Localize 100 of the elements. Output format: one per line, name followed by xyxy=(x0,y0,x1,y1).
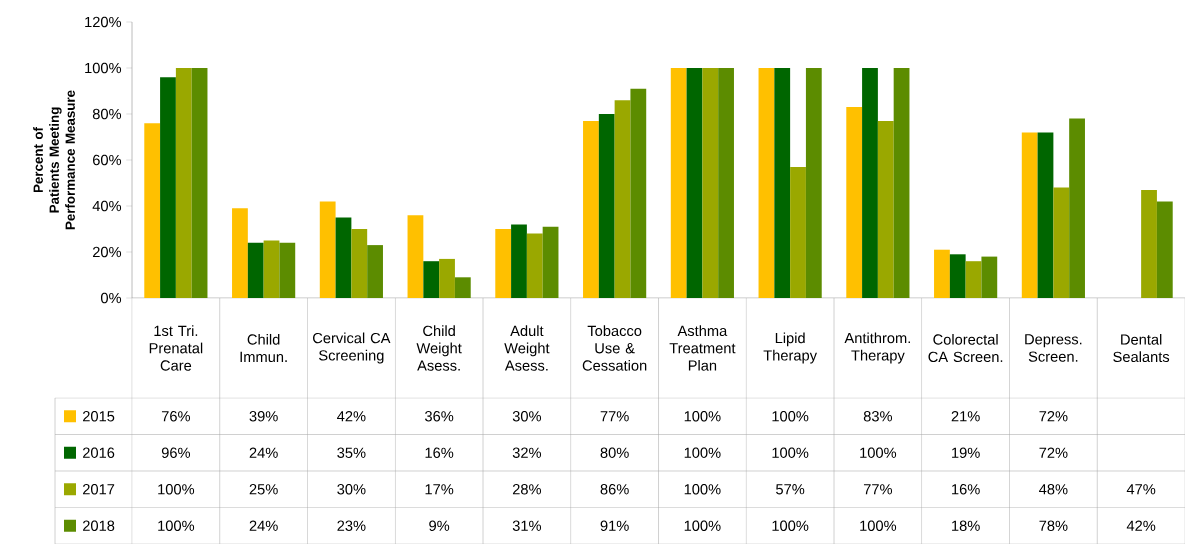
bar xyxy=(279,242,296,298)
data-label: 16% xyxy=(952,484,980,495)
bar xyxy=(686,68,703,298)
data-label: 100% xyxy=(772,411,809,422)
data-label: 100% xyxy=(772,447,809,458)
x-tick-label: 1st Tri. Prenatal Care xyxy=(149,325,203,371)
legend-label: 2016 xyxy=(83,447,115,458)
bar xyxy=(598,114,615,298)
data-label: 30% xyxy=(512,411,542,422)
bar xyxy=(542,226,559,298)
bar xyxy=(614,100,631,298)
data-label: 35% xyxy=(337,447,366,458)
data-label: 23% xyxy=(337,520,366,531)
data-label: 91% xyxy=(600,520,629,531)
bar xyxy=(423,261,440,298)
bar xyxy=(1053,187,1070,298)
data-label: 18% xyxy=(952,520,980,531)
data-label: 24% xyxy=(249,520,278,531)
data-label: 100% xyxy=(684,411,721,422)
y-tick-label: 0% xyxy=(100,292,122,304)
bar xyxy=(1141,189,1157,298)
data-label: 48% xyxy=(1039,484,1068,495)
bar xyxy=(702,68,719,298)
bar xyxy=(805,68,822,298)
bar xyxy=(774,68,791,298)
data-label: 86% xyxy=(600,484,629,495)
bar xyxy=(758,68,775,298)
data-label: 100% xyxy=(684,447,721,458)
x-tick-label: Cervical CA Screening xyxy=(313,332,391,364)
x-tick-label: Dental Sealants xyxy=(1113,333,1170,363)
data-label: 47% xyxy=(1126,484,1156,495)
data-label: 19% xyxy=(952,447,980,458)
bar xyxy=(934,249,950,298)
x-tick-label: Antithrom. Therapy xyxy=(844,332,910,364)
data-label: 100% xyxy=(158,520,195,531)
bar xyxy=(846,107,863,298)
bar xyxy=(1069,118,1085,298)
bar xyxy=(790,166,806,298)
bar xyxy=(1156,201,1173,298)
x-tick-label: Adult Weight Asess. xyxy=(504,325,550,371)
bar xyxy=(367,245,383,298)
data-label: 24% xyxy=(249,447,278,458)
data-label: 17% xyxy=(425,484,454,495)
data-label: 16% xyxy=(425,447,454,458)
x-tick-label: Child Weight Asess. xyxy=(416,325,462,371)
bar xyxy=(949,254,966,298)
bar xyxy=(335,217,352,298)
data-label: 78% xyxy=(1039,520,1068,531)
legend-label: 2015 xyxy=(83,411,115,422)
bar xyxy=(351,229,368,298)
x-tick-label: Child Immun. xyxy=(240,333,287,363)
data-label: 31% xyxy=(512,520,542,531)
y-tick-label: 80% xyxy=(92,108,122,120)
data-label: 42% xyxy=(337,411,366,422)
y-axis-title: Percent of Patients Meeting Performance Measure xyxy=(33,90,75,230)
bar xyxy=(319,201,336,298)
data-label: 100% xyxy=(860,447,897,458)
legend-label: 2017 xyxy=(83,484,115,495)
data-label: 72% xyxy=(1039,411,1068,422)
bar xyxy=(454,277,471,298)
data-label: 77% xyxy=(600,411,629,422)
bar xyxy=(191,68,208,298)
bar xyxy=(526,233,543,298)
legend-label: 2018 xyxy=(83,520,115,531)
data-label: 100% xyxy=(684,484,721,495)
bar xyxy=(630,88,647,298)
bar xyxy=(511,224,527,298)
data-label: 72% xyxy=(1039,447,1068,458)
data-label: 57% xyxy=(776,484,805,495)
x-tick-label: Depress. Screen. xyxy=(1025,334,1082,362)
bar xyxy=(893,68,910,298)
bar xyxy=(407,215,424,298)
y-tick-label: 20% xyxy=(92,246,122,258)
bar xyxy=(877,120,894,298)
data-label: 21% xyxy=(951,411,980,422)
x-tick-label: Tobacco Use & Cessation xyxy=(582,325,647,371)
bar xyxy=(232,208,248,298)
data-label: 32% xyxy=(512,447,542,458)
bar xyxy=(247,242,264,298)
data-label: 83% xyxy=(863,411,893,422)
y-tick-label: 60% xyxy=(93,154,122,166)
bar xyxy=(439,258,455,298)
data-label: 9% xyxy=(429,520,450,531)
data-label: 96% xyxy=(161,447,191,458)
data-label: 100% xyxy=(684,520,721,531)
bar xyxy=(965,261,982,298)
bar xyxy=(583,120,599,298)
data-label: 100% xyxy=(860,520,897,531)
y-tick-label: 100% xyxy=(85,62,122,74)
y-tick-label: 120% xyxy=(85,16,122,28)
data-label: 28% xyxy=(512,484,542,495)
bar xyxy=(1037,132,1054,298)
data-label: 76% xyxy=(161,411,191,422)
data-label: 100% xyxy=(772,520,809,531)
bar xyxy=(263,240,280,298)
bar xyxy=(670,68,687,298)
bar xyxy=(160,77,176,298)
bar xyxy=(144,123,161,298)
data-label: 42% xyxy=(1126,520,1156,531)
x-tick-label: Asthma Treatment Plan xyxy=(669,325,736,371)
